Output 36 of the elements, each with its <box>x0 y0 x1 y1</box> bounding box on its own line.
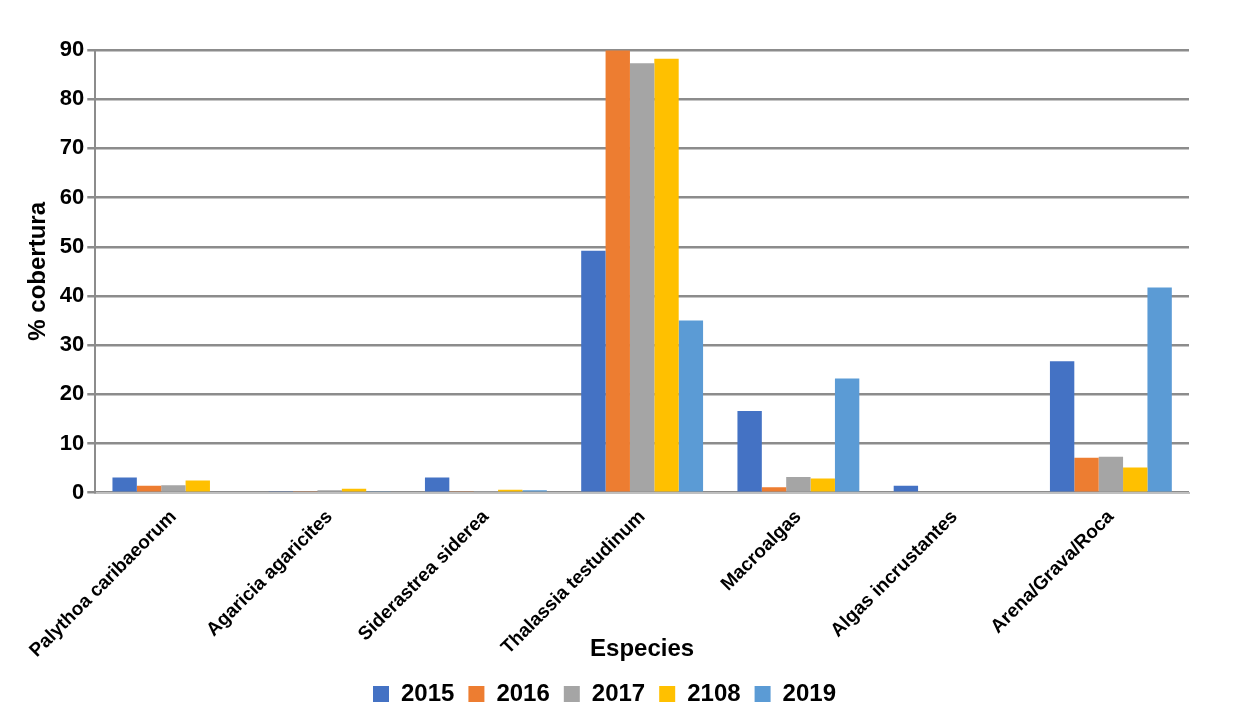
y-tick-label: 90 <box>59 36 85 62</box>
y-tick-label: 50 <box>59 232 85 258</box>
y-tick-label: 40 <box>59 282 85 308</box>
y-tick-label: 70 <box>59 134 85 160</box>
y-tick-label: 0 <box>72 478 85 504</box>
bar <box>810 478 835 492</box>
y-tick-label: 80 <box>59 85 85 111</box>
legend-label: 2019 <box>782 678 836 706</box>
bar <box>161 485 186 492</box>
bar <box>1098 456 1124 492</box>
y-tick-label: 20 <box>59 380 85 406</box>
bar <box>424 477 450 492</box>
bar <box>834 378 860 492</box>
legend-label: 2016 <box>496 678 550 706</box>
legend-label: 2108 <box>687 678 741 706</box>
bar <box>786 476 811 492</box>
y-tick-label: 30 <box>59 331 85 357</box>
legend-label: 2017 <box>591 678 646 706</box>
bar <box>678 320 704 492</box>
bar <box>737 411 762 492</box>
bar <box>629 63 655 492</box>
bar <box>1049 361 1075 492</box>
bar <box>605 50 630 492</box>
bar <box>761 487 787 492</box>
y-tick-label: 10 <box>59 429 85 455</box>
bar <box>581 250 606 492</box>
y-tick-label: 60 <box>59 183 85 209</box>
legend-label: 2015 <box>401 678 455 706</box>
y-axis-title: % cobertura <box>23 201 51 341</box>
bar <box>112 477 137 492</box>
x-axis-title: Especies <box>590 634 695 662</box>
bar <box>185 480 210 492</box>
bar <box>654 58 679 492</box>
bar <box>1147 287 1172 492</box>
bar <box>1074 457 1099 492</box>
bar <box>1123 467 1148 492</box>
